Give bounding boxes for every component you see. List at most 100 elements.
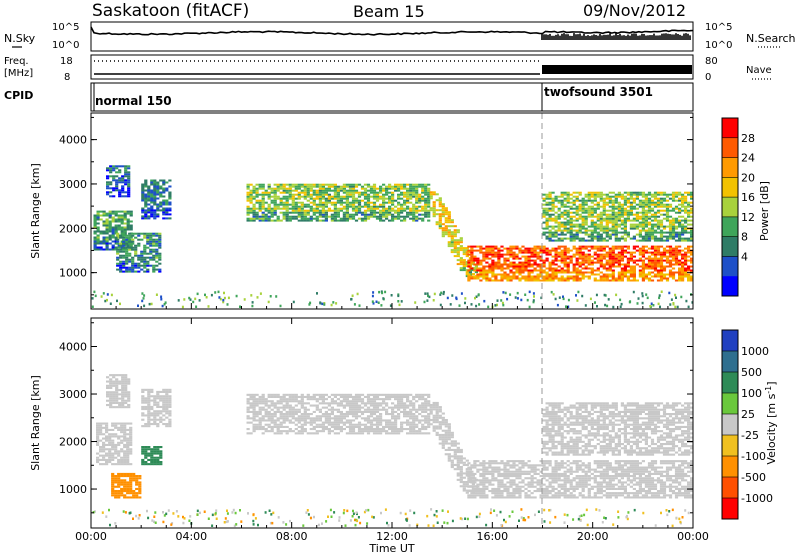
heatmap-cell	[168, 390, 172, 393]
heatmap-cell	[551, 255, 555, 258]
heatmap-cell	[273, 425, 277, 428]
heatmap-cell	[400, 203, 404, 206]
heatmap-cell	[665, 203, 670, 206]
heatmap-cell	[267, 419, 271, 422]
heatmap-cell	[650, 267, 655, 270]
ground-scatter-cell	[428, 295, 431, 299]
heatmap-cell	[111, 433, 115, 436]
heatmap-cell	[566, 231, 570, 234]
heatmap-cell	[106, 386, 110, 389]
heatmap-cell	[684, 261, 688, 264]
heatmap-cell	[351, 402, 356, 405]
heatmap-cell	[108, 226, 112, 229]
heatmap-cell	[126, 496, 130, 499]
heatmap-cell	[375, 207, 380, 210]
heatmap-cell	[596, 279, 600, 282]
heatmap-cell	[629, 209, 633, 212]
heatmap-cell	[620, 211, 624, 214]
heatmap-cell	[581, 277, 585, 280]
heatmap-cell	[656, 263, 661, 266]
heatmap-cell	[674, 231, 679, 234]
heatmap-cell	[506, 267, 510, 270]
heatmap-cell	[255, 187, 259, 190]
heatmap-cell	[632, 251, 636, 254]
ground-scatter-cell	[646, 296, 649, 300]
heatmap-cell	[593, 269, 597, 272]
heatmap-cell	[391, 217, 395, 220]
heatmap-cell	[288, 217, 292, 220]
heatmap-cell	[485, 247, 489, 250]
heatmap-cell	[479, 251, 483, 254]
heatmap-cell	[575, 249, 579, 252]
heatmap-cell	[249, 209, 253, 212]
heatmap-cell	[309, 219, 313, 222]
heatmap-cell	[563, 265, 567, 268]
heatmap-cell	[300, 402, 304, 405]
heatmap-cell	[447, 235, 451, 238]
heatmap-cell	[599, 279, 603, 282]
ground-scatter-cell	[227, 296, 230, 300]
heatmap-cell	[273, 419, 277, 422]
heatmap-cell	[563, 229, 567, 232]
heatmap-cell	[400, 207, 404, 210]
heatmap-cell	[137, 232, 141, 235]
heatmap-cell	[140, 252, 144, 255]
heatmap-cell	[447, 211, 451, 214]
heatmap-cell	[282, 393, 286, 396]
heatmap-cell	[397, 195, 401, 198]
heatmap-cell	[372, 205, 377, 208]
heatmap-cell	[153, 183, 157, 186]
heatmap-cell	[306, 413, 310, 416]
heatmap-cell	[623, 203, 627, 206]
heatmap-cell	[650, 215, 655, 218]
heatmap-cell	[578, 205, 582, 208]
heatmap-cell	[140, 258, 144, 261]
heatmap-cell	[285, 207, 289, 210]
heatmap-cell	[459, 237, 463, 240]
heatmap-cell	[403, 183, 407, 186]
heatmap-cell	[124, 195, 128, 198]
heatmap-cell	[563, 223, 567, 226]
heatmap-cell	[288, 421, 292, 424]
heatmap-cell	[333, 428, 337, 431]
heatmap-cell	[109, 406, 113, 409]
heatmap-cell	[687, 255, 691, 258]
heatmap-cell	[112, 179, 116, 182]
heatmap-cell	[687, 273, 691, 276]
heatmap-cell	[261, 197, 265, 200]
heatmap-cell	[575, 205, 579, 208]
heatmap-cell	[141, 388, 145, 391]
heatmap-cell	[129, 475, 133, 478]
heatmap-cell	[124, 374, 128, 377]
heatmap-cell	[255, 191, 259, 194]
heatmap-cell	[330, 201, 334, 204]
ground-scatter-cell	[483, 299, 486, 303]
heatmap-cell	[144, 185, 148, 188]
heatmap-cell	[116, 258, 120, 261]
heatmap-cell	[545, 211, 549, 214]
heatmap-cell	[602, 201, 606, 204]
heatmap-cell	[581, 263, 585, 266]
heatmap-cell	[629, 225, 633, 228]
heatmap-cell	[653, 203, 658, 206]
heatmap-cell	[614, 207, 618, 210]
heatmap-cell	[348, 193, 353, 196]
heatmap-cell	[382, 197, 386, 200]
heatmap-cell	[665, 225, 670, 228]
heatmap-cell	[409, 193, 413, 196]
heatmap-cell	[125, 250, 129, 253]
heatmap-cell	[687, 277, 691, 280]
heatmap-cell	[153, 201, 157, 204]
heatmap-cell	[249, 410, 253, 413]
heatmap-cell	[156, 193, 160, 196]
heatmap-cell	[333, 425, 337, 428]
heatmap-cell	[385, 191, 389, 194]
heatmap-cell	[162, 195, 166, 198]
power-ylabel: Slant Range [km]	[29, 163, 42, 259]
heatmap-cell	[444, 231, 448, 234]
heatmap-cell	[671, 209, 676, 212]
heatmap-cell	[102, 437, 106, 440]
ground-scatter-cell	[432, 299, 435, 302]
heatmap-cell	[312, 189, 316, 192]
heatmap-cell	[572, 215, 576, 218]
